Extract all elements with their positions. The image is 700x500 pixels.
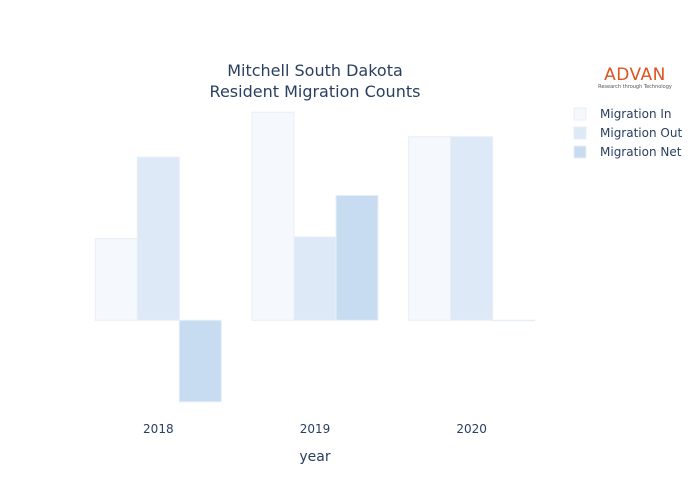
bar-migration-net-2018 bbox=[178, 319, 222, 403]
x-axis-title: year bbox=[299, 449, 330, 465]
legend-swatch-migration-net[interactable] bbox=[573, 145, 587, 159]
legend-label-migration-out[interactable]: Migration Out bbox=[600, 126, 682, 140]
bar-migration-net-2019 bbox=[335, 194, 379, 321]
legend: Migration In Migration Out Migration Net bbox=[573, 107, 682, 159]
bar-migration-in-2020 bbox=[408, 136, 452, 321]
bars-group bbox=[94, 111, 536, 403]
x-tick-label-2020: 2020 bbox=[456, 422, 487, 436]
logo-tagline: Research through Technology bbox=[598, 84, 672, 90]
bar-migration-out-2018 bbox=[136, 156, 180, 321]
legend-swatch-migration-in[interactable] bbox=[573, 107, 587, 121]
legend-label-migration-net[interactable]: Migration Net bbox=[600, 145, 682, 159]
bar-migration-in-2019 bbox=[251, 111, 295, 321]
legend-label-migration-in[interactable]: Migration In bbox=[600, 107, 672, 121]
legend-swatch-migration-out[interactable] bbox=[573, 126, 587, 140]
x-tick-labels: 2018 2019 2020 bbox=[143, 422, 487, 436]
chart-title-line-2: Resident Migration Counts bbox=[210, 82, 421, 101]
bar-migration-out-2019 bbox=[293, 236, 337, 321]
chart-title-line-1: Mitchell South Dakota bbox=[227, 61, 403, 80]
advan-logo: ADVAN Research through Technology bbox=[597, 66, 673, 96]
x-tick-label-2019: 2019 bbox=[300, 422, 331, 436]
bar-migration-out-2020 bbox=[450, 136, 494, 321]
logo-brand: ADVAN bbox=[604, 65, 666, 85]
x-tick-label-2018: 2018 bbox=[143, 422, 174, 436]
bar-migration-net-2020 bbox=[492, 319, 536, 322]
bar-migration-in-2018 bbox=[94, 238, 138, 321]
